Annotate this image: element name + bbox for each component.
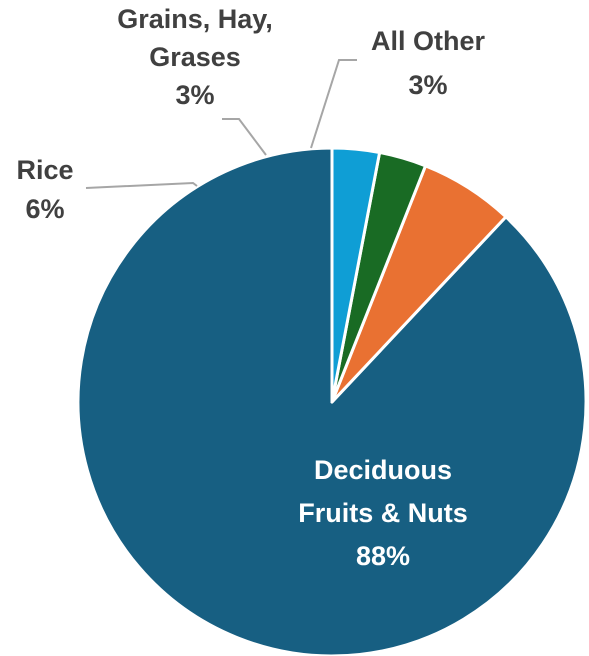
pie-slice-all-other	[330, 146, 382, 404]
slice-label-grains-hay-grases: Grains, Hay, Grases 3%	[117, 4, 273, 110]
leader-line-rice	[85, 181, 198, 189]
pie-slices	[76, 146, 588, 656]
slice-label-all-other: All Other 3%	[371, 26, 486, 100]
slice-label-line: Deciduous	[314, 455, 452, 485]
slice-label-line: Grains, Hay,	[117, 4, 273, 34]
leader-line-all-other	[310, 59, 357, 149]
leader-lines	[85, 59, 357, 189]
leader-line-grains-hay-grases	[222, 118, 267, 156]
slice-label-line: Rice	[16, 155, 73, 185]
slice-label-line: 3%	[175, 80, 214, 110]
slice-label-line: Grases	[149, 42, 241, 72]
slice-label-line: Fruits & Nuts	[298, 498, 468, 528]
slice-label-deciduous-fruits-nuts: Deciduous Fruits & Nuts 88%	[298, 455, 468, 571]
slice-label-line: All Other	[371, 26, 486, 56]
slice-labels: Deciduous Fruits & Nuts 88% Rice 6% Grains, H…	[16, 4, 485, 571]
slice-label-line: 88%	[356, 541, 410, 571]
slice-label-line: 6%	[25, 194, 64, 224]
slice-label-line: 3%	[408, 70, 447, 100]
slice-label-rice: Rice 6%	[16, 155, 73, 224]
